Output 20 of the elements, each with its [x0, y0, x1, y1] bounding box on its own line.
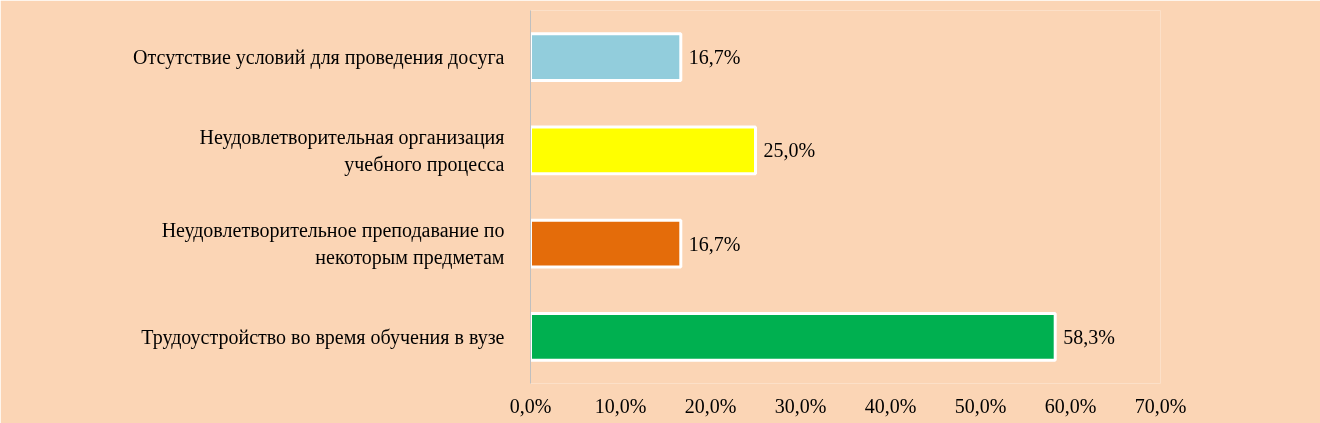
- y-tick-label: Отсутствие условий для проведения досуга: [133, 46, 505, 70]
- x-tick-label: 40,0%: [864, 394, 917, 417]
- data-label: 16,7%: [688, 232, 741, 255]
- x-tick-label: 70,0%: [1134, 394, 1187, 417]
- x-tick-label: 30,0%: [774, 394, 827, 417]
- x-tick-label: 0,0%: [509, 394, 552, 417]
- x-tick-label: 10,0%: [594, 394, 647, 417]
- x-tick-label: 50,0%: [954, 394, 1007, 417]
- data-label: 58,3%: [1063, 325, 1115, 348]
- bar: [530, 32, 683, 82]
- data-label: 25,0%: [763, 139, 816, 162]
- bar: [530, 218, 683, 269]
- bar: [530, 125, 757, 176]
- x-tick-label: 20,0%: [684, 394, 737, 417]
- bar: [530, 312, 1057, 362]
- y-tick-label: Неудовлетворительная организация учебного процесса: [199, 126, 505, 176]
- y-tick-label: Трудоустройство во время обучения в вузе: [141, 325, 505, 349]
- y-tick-label: Неудовлетворительное преподавание по некоторым предметам: [161, 219, 505, 269]
- x-tick-label: 60,0%: [1044, 394, 1097, 417]
- data-label: 16,7%: [688, 46, 741, 69]
